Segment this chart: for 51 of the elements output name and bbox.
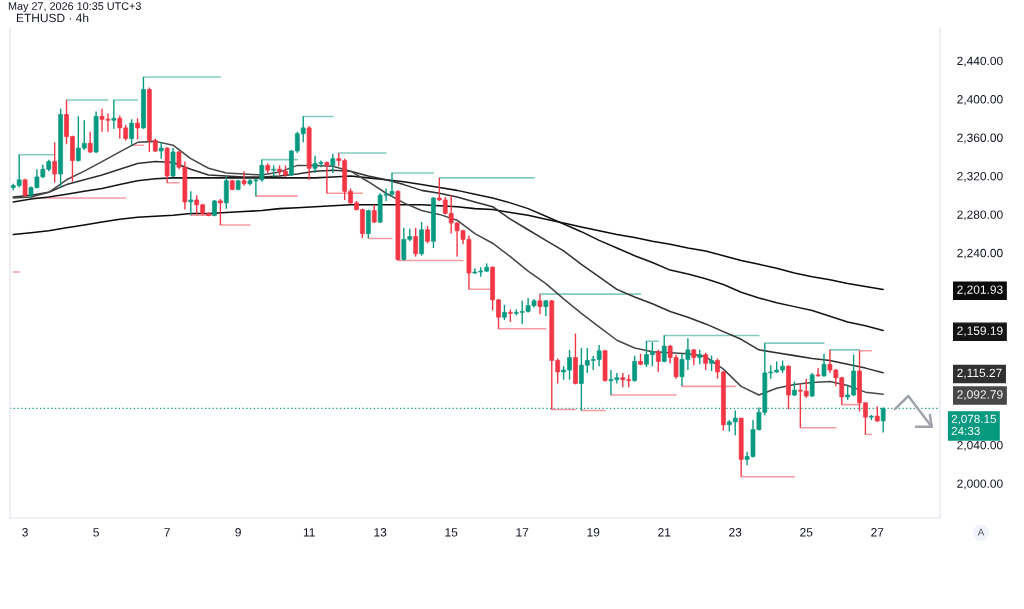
candlestick [223,176,229,210]
y-tick-label: 2,240.00 [957,248,1003,259]
y-tick-label: 2,040.00 [957,440,1003,451]
candlestick [135,117,140,141]
y-tick-label: 2,115.27 [957,368,1002,379]
text: May 27, 2026 10:35 UTC+3 [8,2,141,13]
candlestick [661,334,667,364]
x-tick-label: 21 [658,528,671,537]
candlestick [821,353,827,378]
candlestick [655,349,661,373]
candlestick [809,372,815,398]
x-tick-label: 19 [587,528,600,537]
candlestick [632,354,637,383]
ref-line-label: 2,078.15 24:33 [951,414,997,436]
y-tick-label: 2,092.79 [957,390,1003,401]
chart-title: ETHUSD · 4h [16,13,89,23]
x-tick-label: 7 [164,528,170,537]
x-tick-label: 9 [235,528,241,537]
candlestick [87,131,93,154]
x-tick-label: 13 [374,528,387,537]
candlestick [218,198,223,226]
line-series [12,160,884,374]
y-tick-label: 2,000.00 [957,479,1003,490]
x-tick-label: 5 [93,528,99,537]
candlestick [413,227,419,258]
y-tick-label: 2,159.19 [957,326,1003,337]
x-tick-label: 27 [871,528,884,537]
y-tick-label: 2,320.00 [957,171,1003,182]
x-tick-label: 25 [800,528,813,537]
line-series [12,140,884,396]
y-tick-label: 2,360.00 [957,133,1003,144]
text: A [977,528,985,536]
x-tick-label: 17 [516,528,529,537]
candlestick [815,367,821,378]
y-tick-label: 2,280.00 [957,210,1003,221]
candlestick [365,208,371,240]
x-tick-label: 3 [22,528,28,537]
y-tick-label: 2,201.93 [957,285,1003,296]
x-tick-label: 23 [729,528,742,537]
candlestick [129,118,134,146]
candlestick [330,153,336,174]
candlestick [241,170,247,187]
candlestick [52,141,58,184]
y-tick-label: 2,400.00 [957,95,1003,105]
candlestick [324,160,330,194]
candlestick [111,99,117,130]
x-tick-label: 11 [303,528,315,537]
candlestick [188,190,194,217]
x-tick-label: 15 [445,528,458,537]
candlestick [537,293,543,316]
y-tick-label: 2,440.00 [957,56,1003,67]
